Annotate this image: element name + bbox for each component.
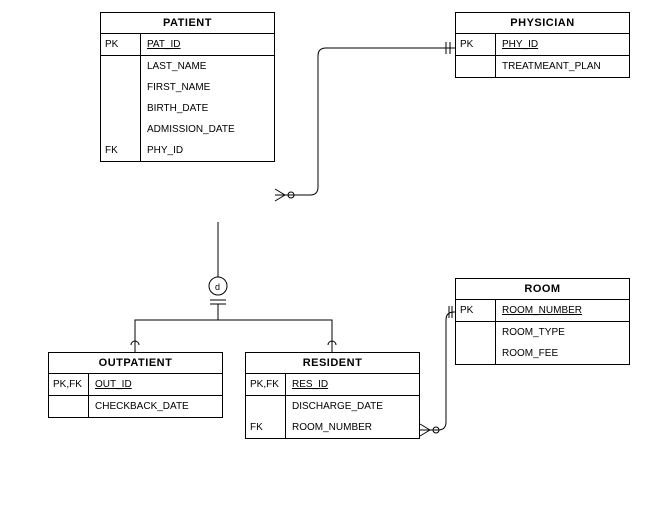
inheritance-branch-resident: [218, 320, 332, 352]
entity-title: OUTPATIENT: [49, 353, 222, 374]
attr-cell: RES_ID: [286, 374, 419, 395]
subtype-cap-icon: [131, 341, 139, 345]
key-cell: [101, 56, 141, 77]
entity-title: ROOM: [456, 279, 629, 300]
attr-row: ROOM_FEE: [456, 343, 629, 364]
key-cell: PK: [101, 34, 141, 55]
attr-row: PK ROOM_NUMBER: [456, 300, 629, 322]
attr-cell: OUT_ID: [89, 374, 222, 395]
key-cell: [246, 396, 286, 417]
entity-physician: PHYSICIAN PK PHY_ID TREATMEANT_PLAN: [455, 12, 630, 78]
attr-cell: PHY_ID: [496, 34, 629, 55]
attr-row: FIRST_NAME: [101, 77, 274, 98]
attr-row: PK,FK RES_ID: [246, 374, 419, 396]
attr-cell: ROOM_NUMBER: [496, 300, 629, 321]
subtype-cap-icon: [328, 341, 336, 345]
attr-cell: ROOM_TYPE: [496, 322, 629, 343]
attr-row: FK PHY_ID: [101, 140, 274, 161]
key-cell: [456, 322, 496, 343]
cardinality-circle-icon: [433, 427, 439, 433]
attr-row: PK PHY_ID: [456, 34, 629, 56]
entity-title: PHYSICIAN: [456, 13, 629, 34]
entity-title: PATIENT: [101, 13, 274, 34]
attr-row: FK ROOM_NUMBER: [246, 417, 419, 438]
attr-cell: ROOM_NUMBER: [286, 417, 419, 438]
attr-cell: BIRTH_DATE: [141, 98, 274, 119]
attr-cell: PHY_ID: [141, 140, 274, 161]
attr-row: PK,FK OUT_ID: [49, 374, 222, 396]
attr-cell: PAT_ID: [141, 34, 274, 55]
attr-row: ROOM_TYPE: [456, 322, 629, 343]
attr-row: TREATMEANT_PLAN: [456, 56, 629, 77]
attr-row: PK PAT_ID: [101, 34, 274, 56]
key-cell: [49, 396, 89, 417]
inheritance-branch-outpatient: [135, 320, 218, 352]
entity-title: RESIDENT: [246, 353, 419, 374]
entity-room: ROOM PK ROOM_NUMBER ROOM_TYPE ROOM_FEE: [455, 278, 630, 365]
attr-cell: FIRST_NAME: [141, 77, 274, 98]
cardinality-circle-icon: [288, 192, 294, 198]
key-cell: [456, 343, 496, 364]
key-cell: PK,FK: [246, 374, 286, 395]
entity-outpatient: OUTPATIENT PK,FK OUT_ID CHECKBACK_DATE: [48, 352, 223, 418]
attr-cell: ROOM_FEE: [496, 343, 629, 364]
attr-row: LAST_NAME: [101, 56, 274, 77]
attr-cell: ADMISSION_DATE: [141, 119, 274, 140]
attr-cell: DISCHARGE_DATE: [286, 396, 419, 417]
attr-row: ADMISSION_DATE: [101, 119, 274, 140]
attr-row: CHECKBACK_DATE: [49, 396, 222, 417]
crowfoot-icon: [420, 424, 430, 436]
key-cell: [101, 77, 141, 98]
rel-resident-room: [420, 312, 455, 430]
attr-row: BIRTH_DATE: [101, 98, 274, 119]
key-cell: PK: [456, 34, 496, 55]
key-cell: [101, 98, 141, 119]
entity-patient: PATIENT PK PAT_ID LAST_NAME FIRST_NAME B…: [100, 12, 275, 162]
disjoint-label: d: [215, 282, 220, 292]
key-cell: FK: [246, 417, 286, 438]
attr-cell: CHECKBACK_DATE: [89, 396, 222, 417]
attr-row: DISCHARGE_DATE: [246, 396, 419, 417]
key-cell: PK,FK: [49, 374, 89, 395]
disjoint-circle-icon: [209, 277, 227, 295]
key-cell: [101, 119, 141, 140]
key-cell: [456, 56, 496, 77]
rel-patient-physician: [275, 48, 455, 195]
attr-cell: TREATMEANT_PLAN: [496, 56, 629, 77]
crowfoot-icon: [275, 189, 285, 201]
attr-cell: LAST_NAME: [141, 56, 274, 77]
key-cell: FK: [101, 140, 141, 161]
key-cell: PK: [456, 300, 496, 321]
entity-resident: RESIDENT PK,FK RES_ID DISCHARGE_DATE FK …: [245, 352, 420, 439]
